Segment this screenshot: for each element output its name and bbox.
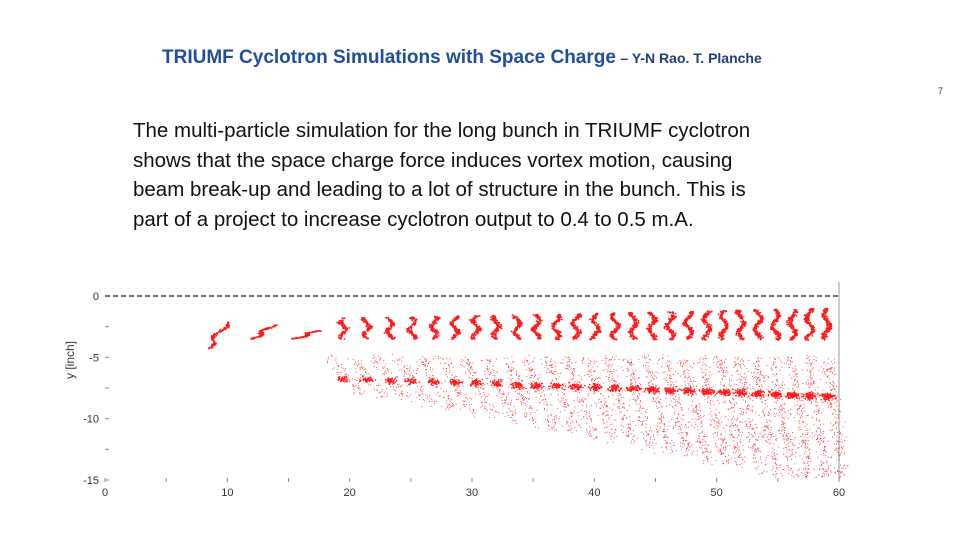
bunch-24 [731, 309, 766, 475]
bunch-19 [638, 311, 677, 454]
plot-svg: 0-5-10-150 10 20 30 40 50 60y [inch] [63, 282, 849, 499]
bunch-9 [432, 315, 476, 418]
y-tick-label: 0 [93, 291, 99, 303]
bunch-29 [819, 307, 849, 479]
x-tick-label: 30 [466, 487, 478, 499]
bunch-16 [582, 312, 618, 444]
bunch-4 [326, 317, 365, 395]
bunch-23 [712, 309, 746, 468]
slide-title: TRIUMF Cyclotron Simulations with Space … [162, 47, 762, 69]
bunch-13 [522, 313, 560, 432]
bunch-8 [416, 315, 457, 410]
bunch-15 [559, 313, 598, 440]
bunch-6 [370, 316, 413, 403]
x-tick-label: 40 [588, 487, 600, 499]
bunch-12 [503, 314, 539, 429]
bunch-2 [250, 324, 278, 340]
bunch-27 [783, 308, 817, 478]
bunch-25 [748, 308, 784, 478]
x-tick-label: 50 [711, 487, 723, 499]
x-tick-label: 60 [833, 487, 845, 499]
bunch-26 [766, 308, 800, 478]
bunch-10 [460, 315, 500, 419]
bunch-17 [601, 312, 639, 444]
plot-labels: 0-5-10-150 10 20 30 40 50 60y [inch] [63, 291, 845, 499]
bunch-14 [540, 313, 582, 434]
particle-points [208, 307, 849, 479]
x-tick-label: 0 [102, 487, 108, 499]
title-authors: – Y-N Rao. T. Planche [620, 50, 762, 66]
y-tick-label: -5 [89, 352, 99, 364]
y-tick-label: -15 [83, 475, 99, 487]
x-tick-label: 10 [221, 487, 233, 499]
bunch-3 [291, 330, 322, 340]
bunch-18 [618, 311, 657, 454]
slide-number: 7 [938, 86, 944, 96]
bunch-5 [347, 317, 389, 399]
simulation-plot: 0 -5 -10 -15 0 10 20 30 40 50 60 y [inch] [60, 280, 860, 540]
bunch-20 [657, 311, 695, 457]
bunch-1 [208, 321, 231, 350]
bunch-22 [697, 310, 731, 465]
title-main: TRIUMF Cyclotron Simulations with Space … [162, 47, 616, 68]
bunch-7 [391, 316, 437, 408]
bunch-28 [801, 307, 836, 478]
y-axis-label: y [inch] [63, 341, 77, 379]
bunch-21 [677, 310, 713, 466]
slide-body-text: The multi-particle simulation for the lo… [133, 119, 751, 231]
y-tick-label: -10 [83, 414, 99, 426]
plot-axes [104, 282, 840, 482]
bunch-11 [481, 314, 518, 424]
x-tick-label: 20 [344, 487, 356, 499]
